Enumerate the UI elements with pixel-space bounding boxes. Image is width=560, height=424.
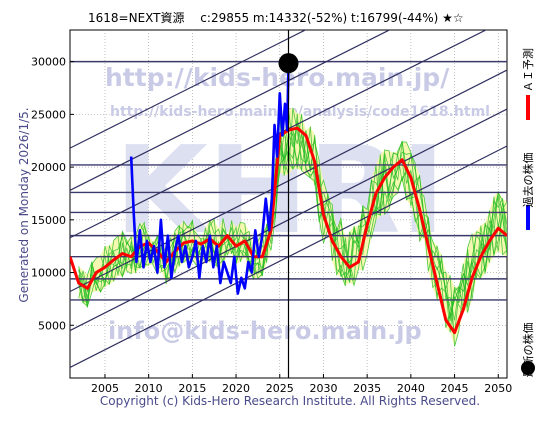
generated-date-label: Generated on Monday 2026/1/5. (17, 107, 31, 302)
legend-label-1: ＡＩ予測 (521, 48, 535, 92)
x-tick-label: 2015 (178, 382, 206, 395)
legend-swatch-3 (521, 361, 535, 375)
legend-label-2: 過去の株価 (521, 153, 535, 208)
x-tick-label: 2030 (309, 382, 337, 395)
chart-title: 1618=NEXT資源 c:29855 m:14332(-52%) t:1679… (88, 11, 464, 25)
plot-layer: KHRI http://kids-hero.main.jp/ http://ki… (70, 30, 507, 378)
x-tick-label: 2010 (135, 382, 163, 395)
y-tick-label: 10000 (31, 267, 66, 280)
y-tick-label: 15000 (31, 214, 66, 227)
x-tick-label: 2035 (353, 382, 381, 395)
y-tick-label: 30000 (31, 56, 66, 69)
latest-price-dot (278, 53, 299, 74)
copyright-footer: Copyright (c) Kids-Hero Research Institu… (100, 394, 480, 408)
x-tick-label: 2045 (441, 382, 469, 395)
y-tick-label: 25000 (31, 108, 66, 121)
x-tick-label: 2020 (222, 382, 250, 395)
latest-marker-layer (278, 30, 299, 378)
x-axis: 2005 2010 2015 2020 2025 2030 2035 2040 2045 2050 (91, 374, 512, 395)
x-tick-label: 2040 (397, 382, 425, 395)
y-tick-label: 5000 (38, 319, 66, 332)
past-price-line (129, 63, 290, 295)
x-tick-label: 2050 (484, 382, 512, 395)
x-tick-label: 2025 (266, 382, 294, 395)
x-tick-label: 2005 (91, 382, 119, 395)
watermark-url-mid: http://kids-hero.main.jp/analysis/code16… (110, 104, 490, 120)
watermark-email: info@kids-hero.main.jp (108, 317, 422, 345)
legend-label-3: 最新の株価 (521, 323, 535, 378)
watermark-url-top: http://kids-hero.main.jp/ (105, 63, 450, 92)
y-tick-label: 20000 (31, 161, 66, 174)
y-axis: 5000 10000 15000 20000 25000 30000 (31, 56, 74, 332)
